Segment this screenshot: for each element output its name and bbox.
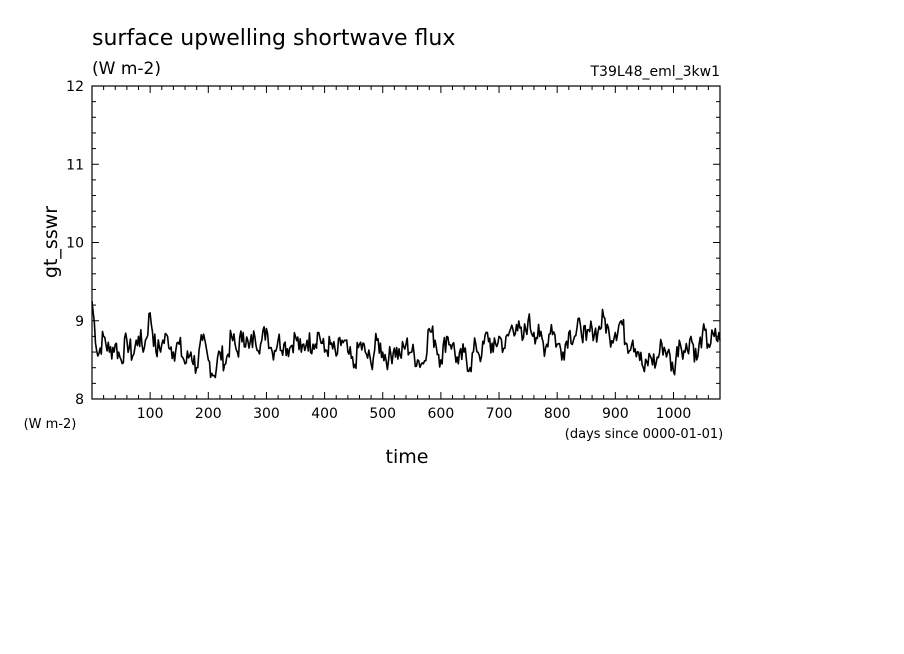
- chart-title: surface upwelling shortwave flux: [92, 26, 455, 51]
- x-tick-label: 500: [369, 406, 396, 422]
- x-axis-units: (days since 0000-01-01): [565, 427, 723, 442]
- y-tick-label: 12: [66, 79, 84, 95]
- x-tick-label: 100: [137, 406, 164, 422]
- x-tick-label: 900: [602, 406, 629, 422]
- tick-marks: [92, 86, 720, 399]
- y-axis-units: (W m-2): [24, 417, 77, 432]
- y-tick-label: 11: [66, 157, 84, 173]
- y-tick-labels: 8 9 10 11 12: [66, 79, 84, 408]
- y-tick-label: 8: [75, 392, 84, 408]
- series-line: [91, 301, 721, 379]
- x-axis-label: time: [386, 446, 429, 468]
- x-tick-label: 1000: [656, 406, 692, 422]
- y-axis-label: gt_sswr: [40, 206, 62, 278]
- x-tick-label: 400: [311, 406, 338, 422]
- x-tick-label: 600: [428, 406, 455, 422]
- x-tick-label: 800: [544, 406, 571, 422]
- y-tick-label: 10: [66, 236, 84, 252]
- x-tick-label: 200: [195, 406, 222, 422]
- plot-frame: [91, 85, 721, 400]
- run-label: T39L48_eml_3kw1: [590, 64, 721, 80]
- x-tick-label: 300: [253, 406, 280, 422]
- x-tick-label: 700: [486, 406, 513, 422]
- x-tick-labels: 100 200 300 400 500 600 700 800 900 1000: [137, 406, 692, 422]
- chart-subtitle: (W m-2): [92, 59, 161, 79]
- y-tick-label: 9: [75, 314, 84, 330]
